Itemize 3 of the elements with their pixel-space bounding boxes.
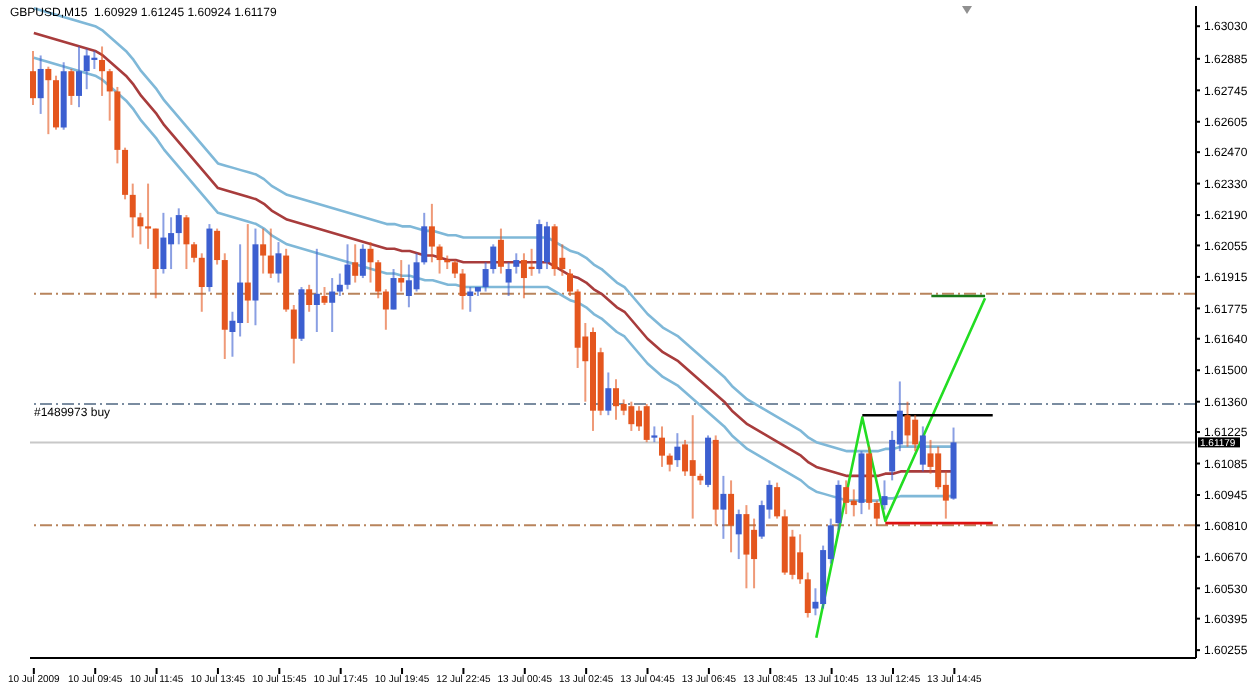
- candlestick: [528, 248, 535, 276]
- line-series: [814, 296, 987, 640]
- candlestick: [145, 183, 152, 249]
